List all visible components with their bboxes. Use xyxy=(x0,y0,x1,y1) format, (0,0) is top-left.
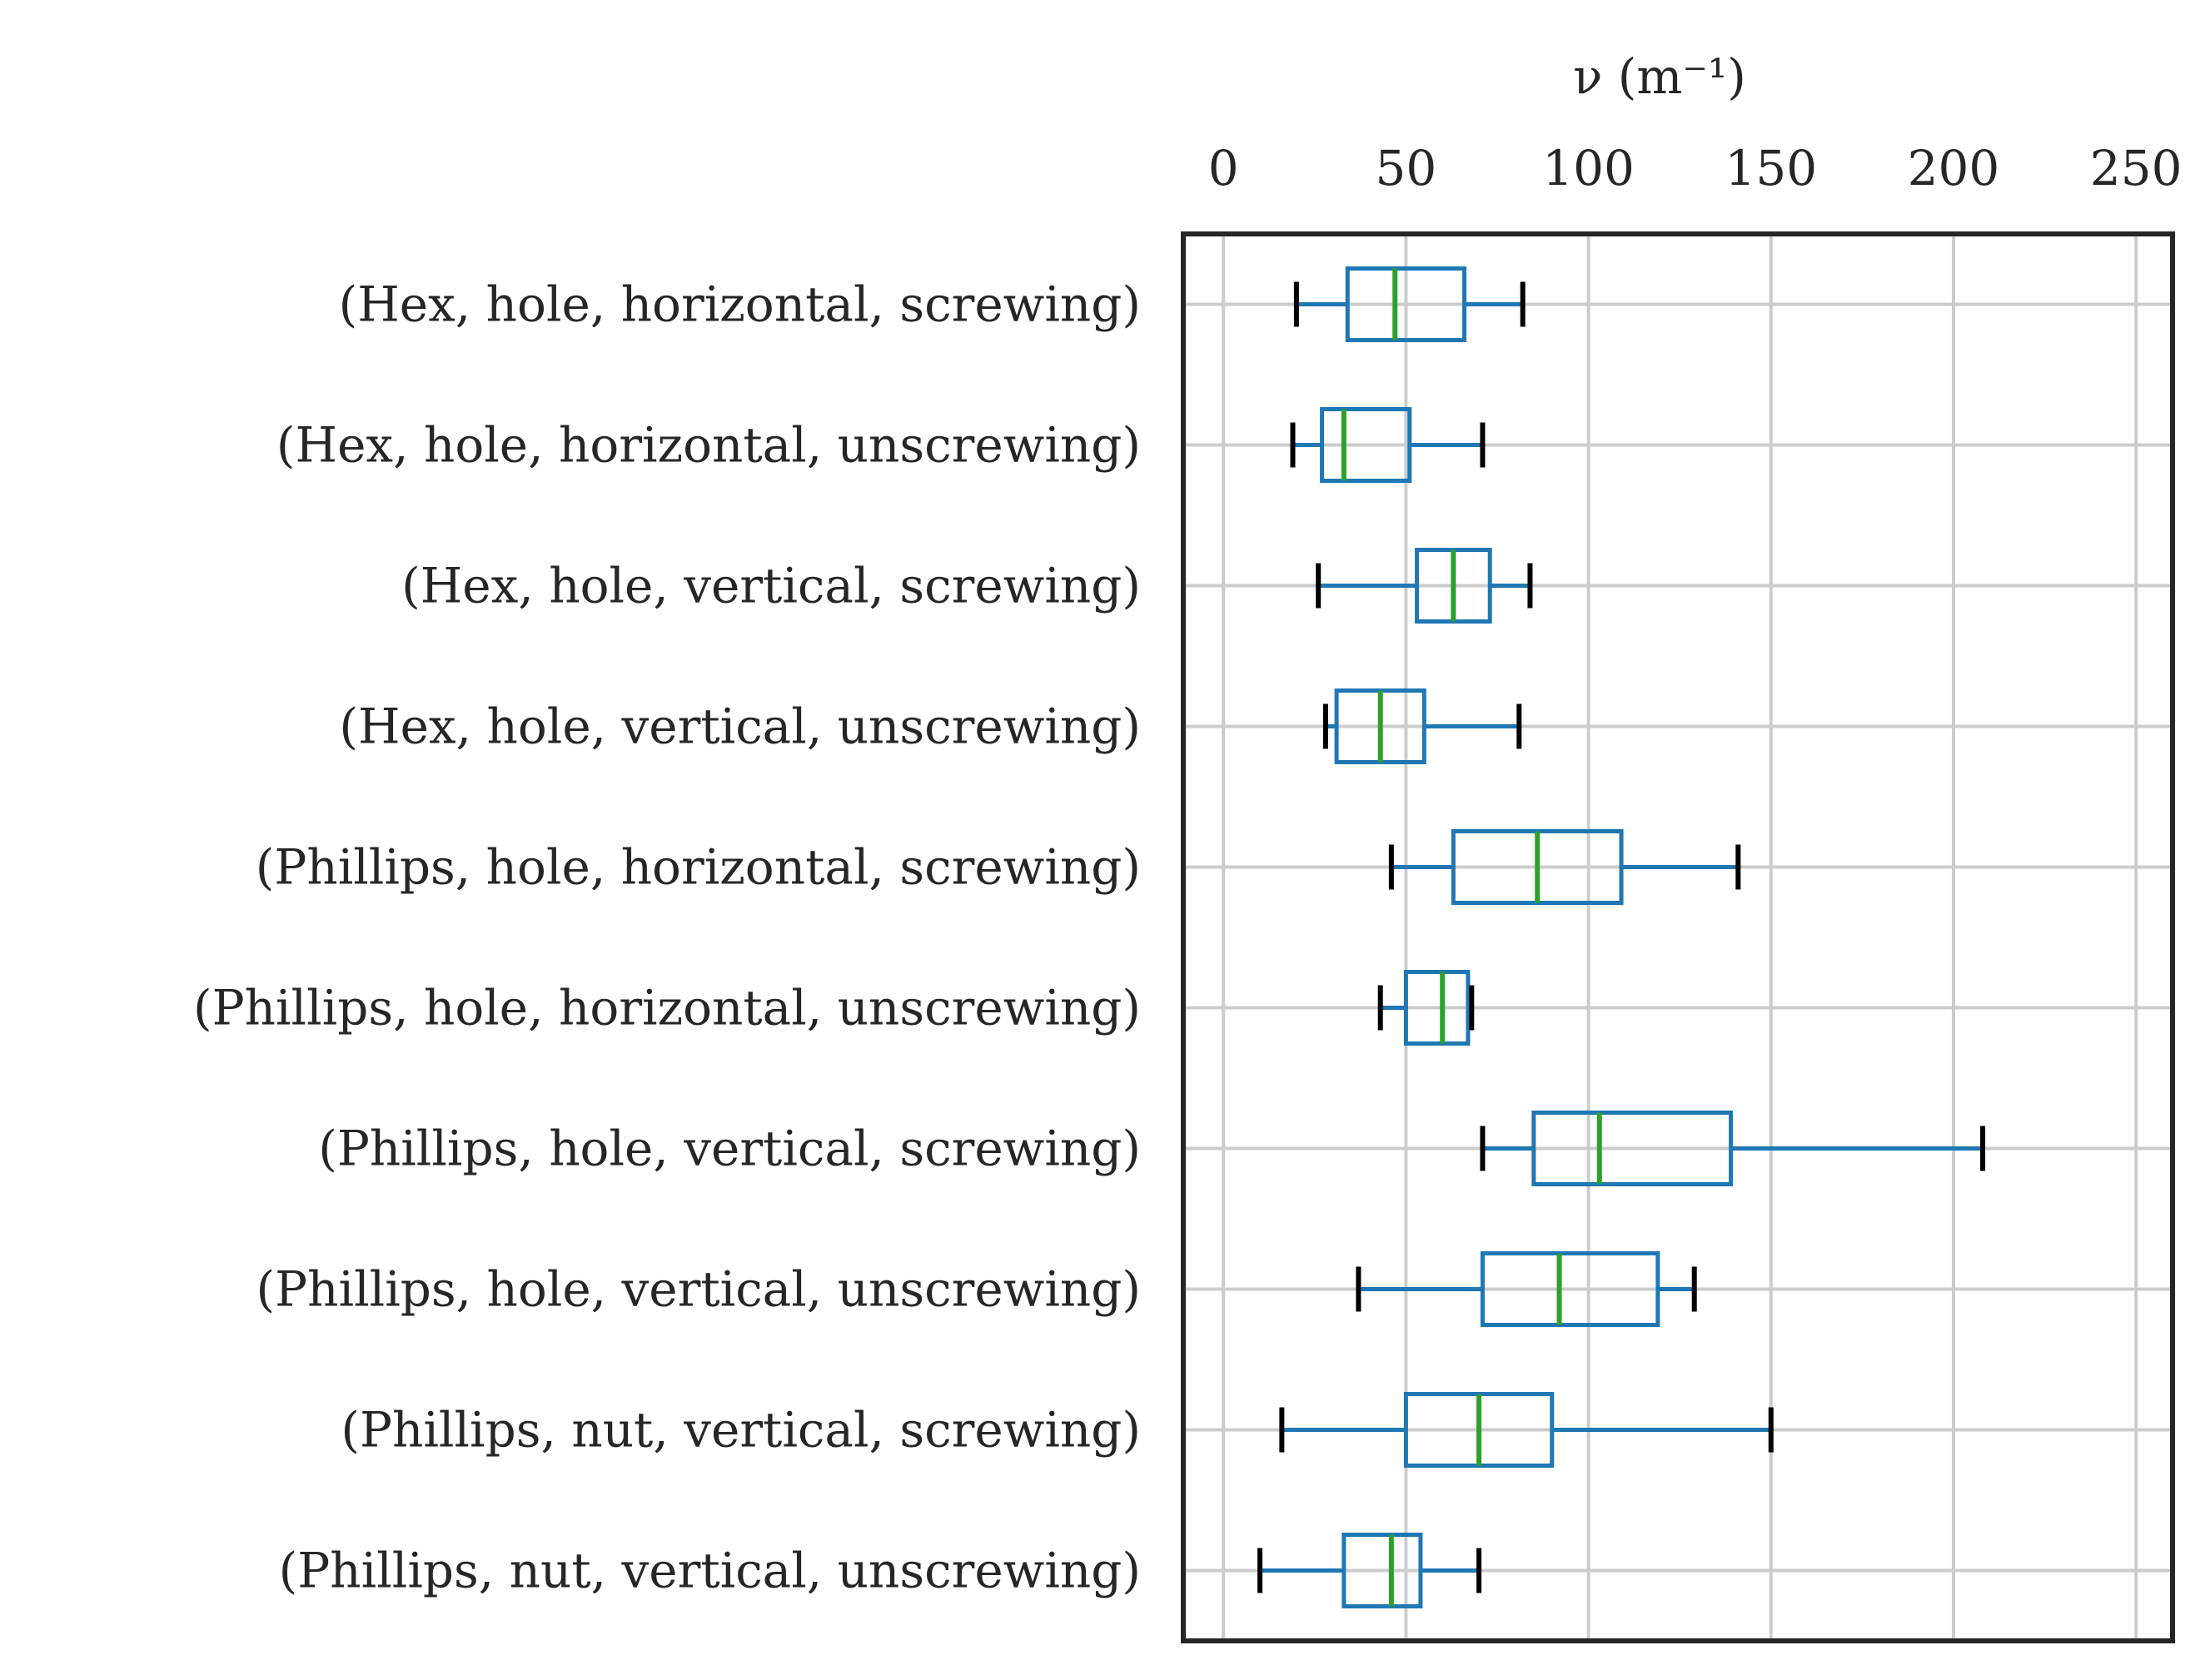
iqr-box xyxy=(1345,266,1467,342)
x-tick-label: 150 xyxy=(1725,140,1817,196)
category-labels: (Hex, hole, horizontal, screwing) (Hex, h… xyxy=(193,276,1141,1599)
category-label: (Phillips, hole, vertical, screwing) xyxy=(318,1121,1141,1177)
category-label: (Hex, hole, vertical, unscrewing) xyxy=(339,698,1141,755)
category-label: (Phillips, hole, horizontal, unscrewing) xyxy=(193,980,1141,1036)
category-label: (Hex, hole, vertical, screwing) xyxy=(401,558,1141,614)
category-label: (Hex, hole, horizontal, unscrewing) xyxy=(276,417,1141,474)
box-group xyxy=(1316,548,1533,624)
iqr-box xyxy=(1403,970,1471,1046)
plot-frame xyxy=(1181,231,2175,1643)
iqr-box xyxy=(1341,1533,1423,1608)
box-group xyxy=(1356,1251,1697,1327)
iqr-box xyxy=(1480,1251,1660,1327)
category-label: (Phillips, nut, vertical, screwing) xyxy=(341,1402,1141,1459)
box-group xyxy=(1377,970,1475,1046)
x-tick-label: 200 xyxy=(1908,140,2000,196)
x-tick-label: 0 xyxy=(1208,140,1239,196)
category-label: (Phillips, hole, vertical, unscrewing) xyxy=(256,1261,1141,1318)
box-plot-series xyxy=(1257,266,1986,1608)
iqr-box xyxy=(1320,407,1412,483)
box-group xyxy=(1290,407,1486,483)
category-label: (Hex, hole, horizontal, screwing) xyxy=(339,276,1141,333)
x-tick-label: 50 xyxy=(1376,140,1437,196)
x-axis-label: ν (m⁻¹) xyxy=(1573,48,1746,105)
box-group xyxy=(1480,1111,1986,1186)
x-tick-label: 250 xyxy=(2090,140,2183,196)
box-group xyxy=(1257,1533,1482,1608)
box-group xyxy=(1322,688,1522,764)
category-label: (Phillips, nut, vertical, unscrewing) xyxy=(279,1543,1141,1599)
box-group xyxy=(1279,1392,1774,1468)
iqr-box xyxy=(1531,1111,1734,1186)
category-label: (Phillips, hole, horizontal, screwing) xyxy=(256,839,1141,896)
x-tick-label: 100 xyxy=(1542,140,1635,196)
box-group xyxy=(1293,266,1526,342)
x-tick-labels: 0 50 100 150 200 250 xyxy=(1208,140,2183,196)
box-group xyxy=(1388,829,1741,905)
